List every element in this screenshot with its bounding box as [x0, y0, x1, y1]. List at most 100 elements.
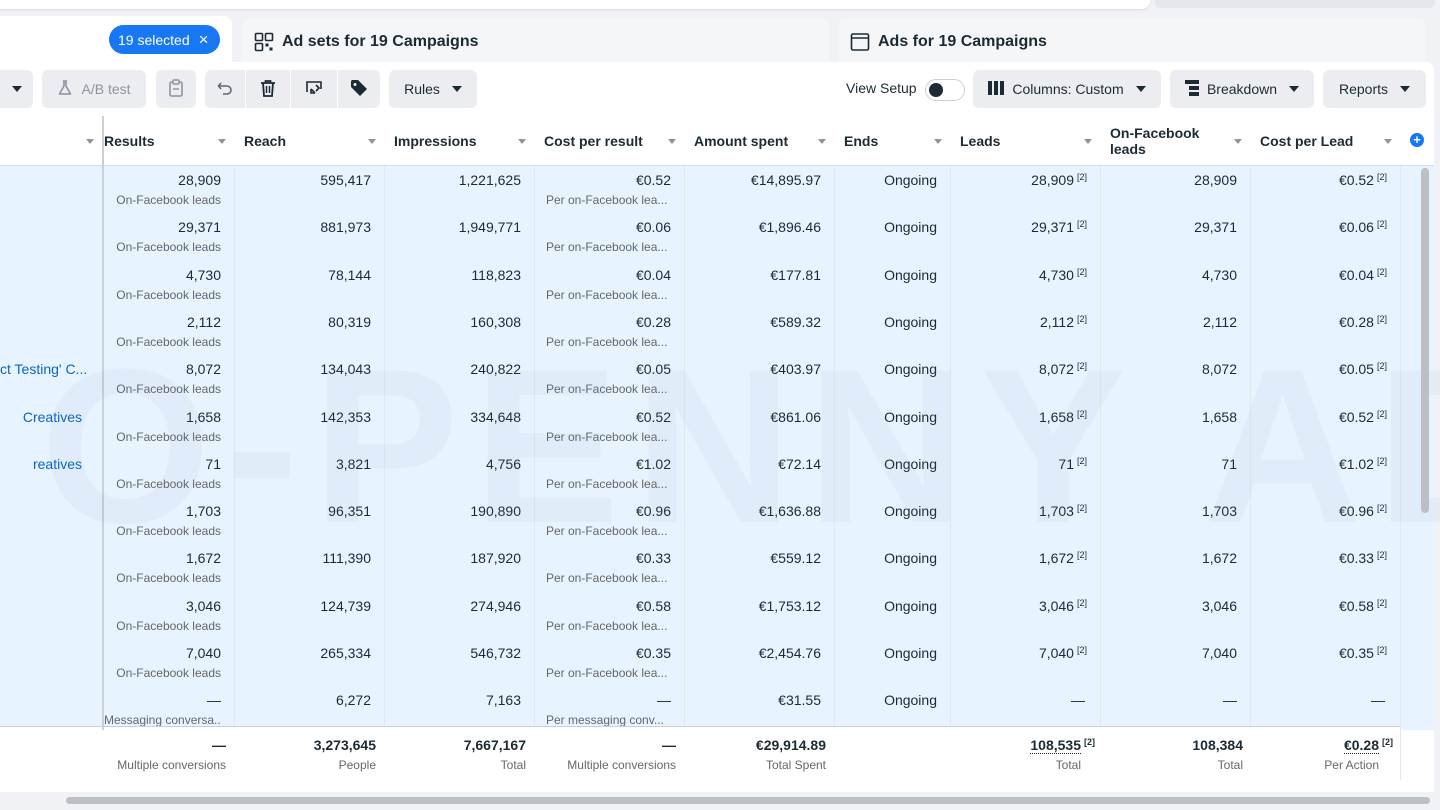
column-header-results[interactable]: Results: [104, 116, 234, 166]
on-facebook-leads-cell: 28,909: [1194, 172, 1237, 188]
results-cell: 1,703 On-Facebook leads: [104, 503, 221, 538]
total-leads: 108,535 [2] Total: [950, 737, 1095, 772]
leads-cell: 1,672 [2]: [950, 550, 1087, 567]
table-row[interactable]: 1,672 On-Facebook leads 111,390 187,920 €0.3…: [0, 544, 1400, 591]
column-header-cost-per-lead[interactable]: Cost per Lead: [1250, 116, 1400, 166]
columns-button[interactable]: Columns: Custom: [973, 70, 1161, 108]
ab-test-button[interactable]: A/B test: [42, 70, 146, 108]
total-value[interactable]: 108,535: [1030, 737, 1081, 754]
leads-value[interactable]: 71: [1058, 455, 1074, 472]
cost-per-lead-value[interactable]: €0.28: [1338, 313, 1374, 330]
table-row[interactable]: ct Testing' C... 8,072 On-Facebook leads 13…: [0, 355, 1400, 402]
delete-button[interactable]: [246, 70, 290, 108]
table-row[interactable]: 1,703 On-Facebook leads 96,351 190,890 €0.96…: [0, 497, 1400, 544]
cost-per-lead-cell: €0.52 [2]: [1250, 408, 1387, 425]
edit-dropdown-button[interactable]: [0, 70, 33, 108]
column-header-name[interactable]: [0, 116, 102, 166]
export-button[interactable]: [291, 70, 337, 108]
campaign-name-link[interactable]: Creatives: [22, 408, 82, 425]
footnote-marker: [2]: [1376, 266, 1387, 277]
cost-per-lead-value[interactable]: €0.05: [1338, 361, 1374, 378]
cost-per-result-value: €0.06: [635, 219, 671, 236]
add-column-icon[interactable]: +: [1410, 133, 1424, 147]
table-row[interactable]: 4,730 On-Facebook leads 78,144 118,823 €0.04…: [0, 261, 1400, 308]
results-cell: 28,909 On-Facebook leads: [104, 172, 221, 207]
column-header-label: Leads: [960, 133, 1001, 149]
cost-per-lead-value[interactable]: €0.35: [1338, 645, 1374, 661]
leads-value[interactable]: 1,672: [1038, 550, 1074, 567]
total-value[interactable]: €0.28: [1343, 737, 1379, 754]
column-header-on-facebook-leads[interactable]: On-Facebook leads: [1100, 116, 1250, 166]
cost-per-lead-value[interactable]: €1.02: [1338, 455, 1374, 472]
vertical-scrollbar[interactable]: [1421, 168, 1429, 513]
column-header-cost-per-result[interactable]: Cost per result: [534, 116, 684, 166]
footnote-marker: [2]: [1076, 597, 1087, 608]
close-icon[interactable]: ×: [198, 30, 209, 49]
leads-value[interactable]: 8,072: [1038, 361, 1074, 378]
sort-icon: [368, 139, 376, 144]
leads-cell: 7,040 [2]: [950, 645, 1087, 661]
undo-button[interactable]: [205, 70, 245, 108]
column-divider: [684, 166, 685, 780]
leads-value[interactable]: 1,658: [1038, 408, 1074, 425]
view-setup-label: View Setup: [846, 80, 917, 96]
selected-pill[interactable]: 19 selected ×: [109, 25, 220, 54]
cost-per-lead-value[interactable]: €0.04: [1338, 266, 1374, 283]
table-row[interactable]: reatives 71 On-Facebook leads 3,821 4,756 €1.…: [0, 450, 1400, 497]
table-row[interactable]: — Messaging conversa... 6,272 7,163 — Per mes…: [0, 686, 1400, 730]
tag-button[interactable]: [338, 70, 380, 108]
table-row[interactable]: 28,909 On-Facebook leads 595,417 1,221,625 €…: [0, 166, 1400, 213]
total-value: —: [212, 737, 226, 753]
view-setup-toggle[interactable]: [925, 79, 965, 101]
clipboard-icon: [168, 78, 184, 100]
table-row[interactable]: 3,046 On-Facebook leads 124,739 274,946 €0.5…: [0, 592, 1400, 639]
column-header-impressions[interactable]: Impressions: [384, 116, 534, 166]
leads-value[interactable]: 29,371: [1031, 219, 1074, 236]
campaign-name-link[interactable]: ct Testing' C...: [0, 361, 88, 378]
leads-value[interactable]: 28,909: [1031, 172, 1074, 188]
cost-per-lead-value[interactable]: €0.52: [1338, 408, 1374, 425]
leads-value[interactable]: 1,703: [1038, 503, 1074, 520]
sort-icon: [1084, 139, 1092, 144]
footnote-marker: [2]: [1076, 219, 1087, 230]
cost-per-result-value: €1.02: [635, 455, 671, 472]
column-header-reach[interactable]: Reach: [234, 116, 384, 166]
cost-per-lead-value[interactable]: €0.52: [1338, 172, 1374, 188]
column-header-label: Amount spent: [694, 133, 789, 149]
table-row[interactable]: Creatives 1,658 On-Facebook leads 142,353 33…: [0, 403, 1400, 450]
cost-per-lead-value[interactable]: €0.96: [1338, 503, 1374, 520]
table-header: Results Reach Impressions Cost per resul…: [0, 116, 1434, 166]
amount-spent-cell: €14,895.97: [750, 172, 821, 188]
leads-value[interactable]: 4,730: [1038, 266, 1074, 283]
table-row[interactable]: 7,040 On-Facebook leads 265,334 546,732 €0.3…: [0, 639, 1400, 686]
cost-per-lead-value[interactable]: €0.58: [1338, 597, 1374, 614]
campaign-name-link[interactable]: reatives: [32, 455, 82, 472]
leads-value[interactable]: 7,040: [1038, 645, 1074, 661]
reports-button[interactable]: Reports: [1323, 70, 1426, 108]
footnote-marker: [2]: [1376, 503, 1387, 514]
leads-cell: 71 [2]: [950, 455, 1087, 472]
cost-per-lead-value[interactable]: €0.33: [1338, 550, 1374, 567]
column-header-amount-spent[interactable]: Amount spent: [684, 116, 834, 166]
horizontal-scrollbar[interactable]: [66, 797, 1430, 804]
column-header-ends[interactable]: Ends: [834, 116, 950, 166]
duplicate-button[interactable]: [156, 70, 196, 108]
rules-button[interactable]: Rules: [389, 70, 477, 108]
tab-ads[interactable]: Ads for 19 Campaigns: [838, 18, 1426, 66]
export-icon: [305, 80, 323, 99]
table-row[interactable]: 29,371 On-Facebook leads 881,973 1,949,771 €…: [0, 213, 1400, 260]
breakdown-button[interactable]: Breakdown: [1170, 70, 1314, 108]
impressions-cell: 190,890: [470, 503, 521, 520]
results-type: On-Facebook leads: [116, 429, 221, 444]
table-row[interactable]: 2,112 On-Facebook leads 80,319 160,308 €0.28…: [0, 308, 1400, 355]
cost-per-lead-value[interactable]: €0.06: [1338, 219, 1374, 236]
on-facebook-leads-cell: 3,046: [1201, 597, 1237, 614]
tab-adsets[interactable]: Ad sets for 19 Campaigns: [242, 18, 829, 66]
ends-cell: Ongoing: [884, 408, 937, 425]
total-reach: 3,273,645 People: [234, 737, 376, 772]
leads-value[interactable]: 3,046: [1038, 597, 1074, 614]
results-value: 2,112: [187, 313, 221, 330]
footnote-marker: [2]: [1076, 455, 1087, 466]
column-header-leads[interactable]: Leads: [950, 116, 1100, 166]
leads-value[interactable]: 2,112: [1039, 313, 1074, 330]
